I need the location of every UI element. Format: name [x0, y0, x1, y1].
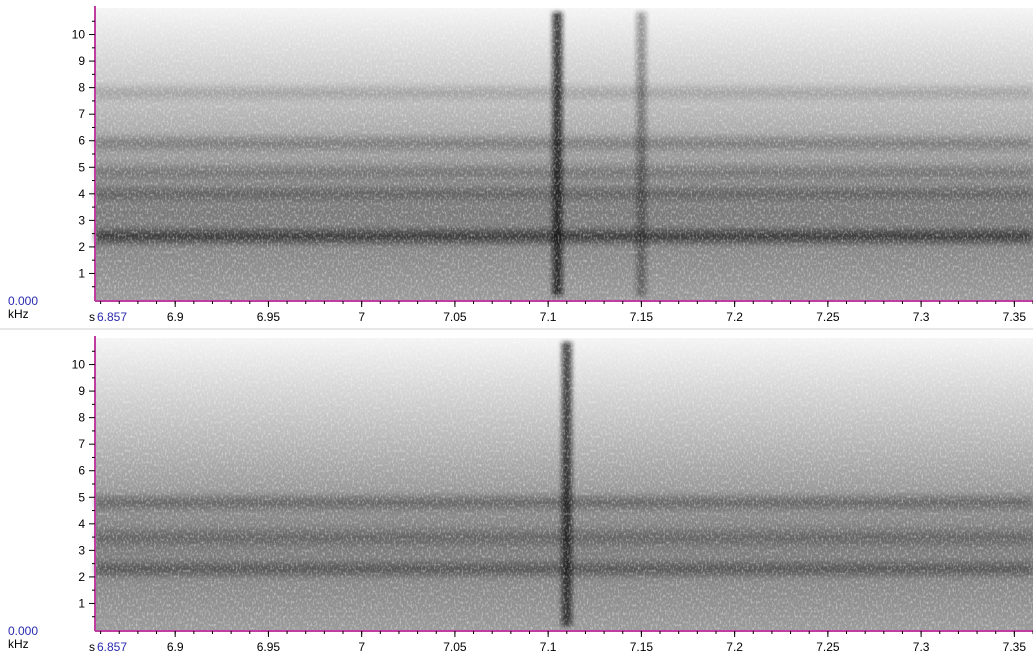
x-tick-label: 7 — [358, 640, 365, 654]
x-tick-label: 7.1 — [540, 310, 557, 324]
y-axis-unit-label: kHz — [8, 307, 29, 321]
x-tick-label: 7.15 — [630, 310, 654, 324]
x-tick-label: 7.2 — [726, 640, 743, 654]
spectrogram-svg: 1 2 3 4 5 6 7 8 9 10 6.9 6.95 7 7.05 7.1 7.15 7.2 7.25 7.3… — [8, 336, 1033, 654]
y-tick-label: 4 — [78, 517, 85, 531]
x-tick-label: 7.35 — [1003, 310, 1027, 324]
x-tick-label: 7.25 — [816, 640, 840, 654]
y-tick-label: 4 — [78, 187, 85, 201]
y-tick-label: 7 — [78, 107, 85, 121]
x-tick-label: 6.95 — [257, 640, 281, 654]
origin-value-label: 0.000 — [8, 294, 38, 308]
y-tick-label: 9 — [78, 54, 85, 68]
spectrogram-image — [95, 338, 1033, 630]
x-tick-label: 7.1 — [540, 640, 557, 654]
noise-overlay — [95, 338, 1033, 630]
y-tick-label: 5 — [78, 490, 85, 504]
y-tick-label: 10 — [72, 28, 86, 42]
start-time-label: 6.857 — [97, 640, 127, 654]
y-tick-label: 5 — [78, 160, 85, 174]
spectrogram-image — [95, 8, 1033, 300]
x-tick-label: 6.9 — [167, 640, 184, 654]
spectrogram-panel-bottom: 1 2 3 4 5 6 7 8 9 10 6.9 6.95 7 7.05 7.1 7.15 7.2 7.25 7.3… — [0, 330, 1033, 660]
x-tick-label: 7.15 — [630, 640, 654, 654]
x-axis-unit-label: s — [89, 310, 95, 324]
x-tick-label: 7.05 — [443, 640, 467, 654]
start-time-label: 6.857 — [97, 310, 127, 324]
spectrogram-panel-top: 1 2 3 4 5 6 7 8 9 10 6.9 6.95 7 7.05 7.1 7.15 7.2 7.25 7.3… — [0, 6, 1033, 330]
x-tick-label: 7.05 — [443, 310, 467, 324]
x-axis-unit-label: s — [89, 640, 95, 654]
x-tick-label: 7.25 — [816, 310, 840, 324]
x-tick-label: 6.95 — [257, 310, 281, 324]
noise-overlay — [95, 8, 1033, 300]
y-tick-label: 8 — [78, 81, 85, 95]
y-tick-label: 9 — [78, 384, 85, 398]
y-tick-label: 6 — [78, 134, 85, 148]
x-tick-label: 6.9 — [167, 310, 184, 324]
y-tick-label: 3 — [78, 543, 85, 557]
y-tick-label: 10 — [72, 358, 86, 372]
x-tick-label: 7.35 — [1003, 640, 1027, 654]
y-tick-label: 7 — [78, 437, 85, 451]
y-tick-label: 2 — [78, 240, 85, 254]
y-tick-label: 6 — [78, 464, 85, 478]
y-tick-label: 2 — [78, 570, 85, 584]
y-axis-unit-label: kHz — [8, 637, 29, 651]
x-tick-label: 7.3 — [913, 310, 930, 324]
x-tick-label: 7 — [358, 310, 365, 324]
spectrogram-svg: 1 2 3 4 5 6 7 8 9 10 6.9 6.95 7 7.05 7.1 7.15 7.2 7.25 7.3… — [0, 6, 1033, 330]
y-tick-label: 3 — [78, 213, 85, 227]
y-tick-label: 1 — [78, 266, 85, 280]
x-tick-label: 7.2 — [726, 310, 743, 324]
origin-value-label: 0.000 — [8, 624, 38, 638]
x-tick-label: 7.3 — [913, 640, 930, 654]
y-tick-label: 8 — [78, 411, 85, 425]
y-tick-label: 1 — [78, 596, 85, 610]
